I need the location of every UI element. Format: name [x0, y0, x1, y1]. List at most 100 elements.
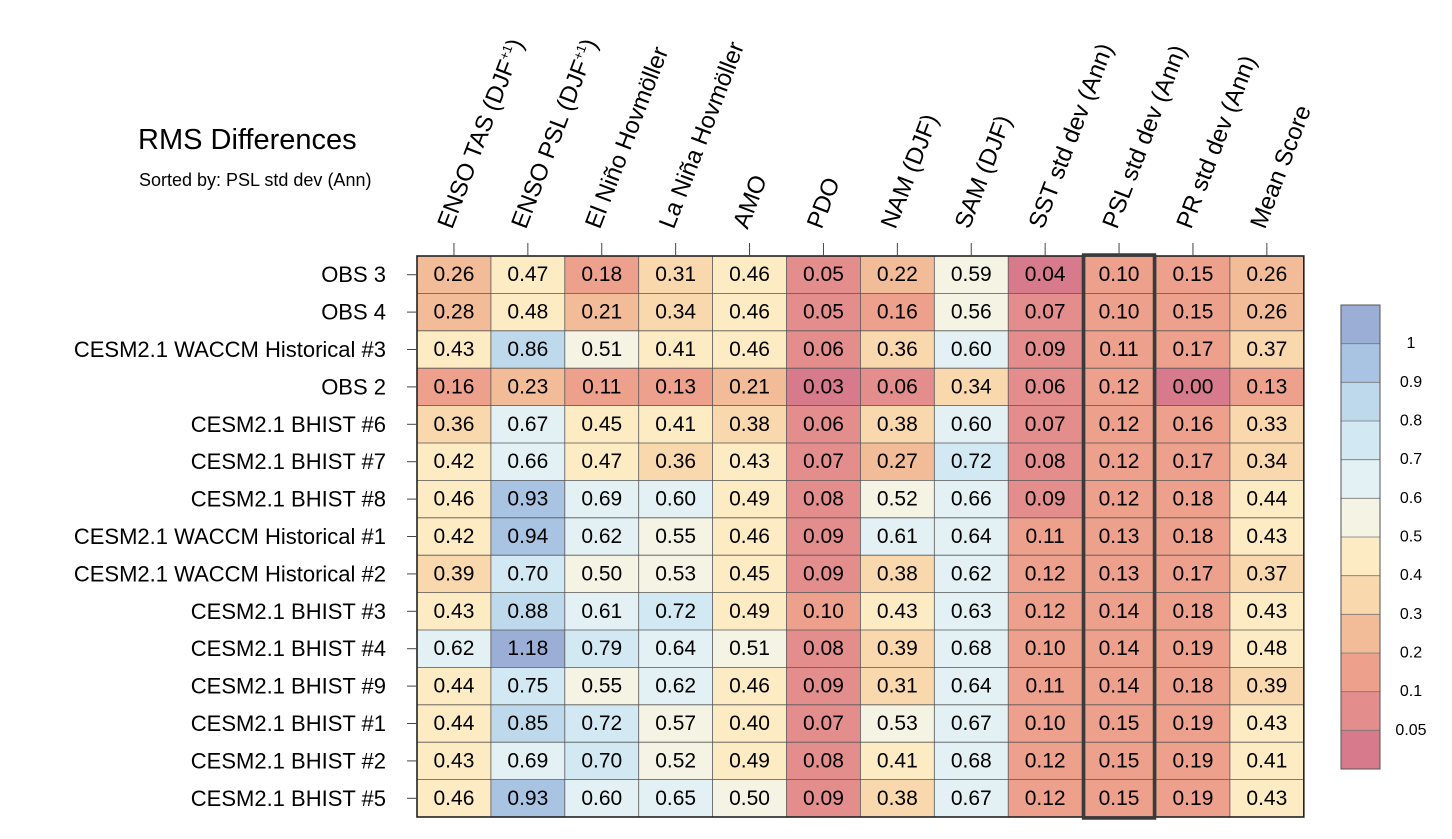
heatmap-cell	[417, 480, 491, 518]
heatmap-cell	[1082, 293, 1156, 331]
cell-value-label: 0.68	[951, 749, 992, 772]
cell-value-label: 0.41	[655, 338, 696, 361]
column-label: El Niño Hovmöller	[580, 43, 674, 232]
cell-value-label: 0.44	[1246, 488, 1287, 511]
cell-value-label: 0.47	[507, 263, 548, 286]
heatmap-cell	[712, 704, 787, 743]
heatmap-cell	[638, 405, 713, 443]
heatmap-cell	[1229, 742, 1304, 780]
cell-value-label: 0.06	[803, 413, 844, 436]
cell-value-label: 0.08	[1025, 450, 1066, 473]
cell-value-label: 0.55	[581, 675, 622, 698]
cell-value-label: 0.45	[581, 413, 622, 436]
heatmap-cell	[417, 555, 491, 593]
heatmap-cell	[1008, 667, 1083, 705]
heatmap-cell	[1008, 704, 1083, 743]
heatmap-cell	[417, 630, 491, 668]
heatmap-cell	[786, 480, 861, 518]
heatmap-cell	[564, 330, 639, 369]
colorbar-label: 0.1	[1400, 683, 1422, 700]
cell-value-label: 0.17	[1173, 450, 1214, 473]
heatmap-cell	[490, 704, 565, 743]
heatmap-cell	[860, 443, 935, 481]
cell-value-label: 0.19	[1173, 637, 1214, 660]
cell-value-label: 0.70	[507, 562, 548, 585]
heatmap-cell	[934, 667, 1009, 705]
cell-value-label: 0.48	[507, 301, 548, 324]
column-label: PDO	[802, 174, 846, 232]
heatmap-cell	[786, 405, 861, 443]
cell-value-label: 0.43	[434, 338, 475, 361]
heatmap-cell	[712, 330, 787, 369]
colorbar-label: 0.9	[1400, 374, 1422, 391]
colorbar-label: 0.05	[1395, 722, 1426, 739]
heatmap-cell	[1156, 630, 1230, 668]
cell-value-label: 0.09	[803, 787, 844, 810]
cell-value-label: 0.09	[1025, 488, 1066, 511]
heatmap-cell	[564, 704, 639, 743]
heatmap-cell	[417, 704, 491, 743]
heatmap-cell	[1008, 592, 1083, 630]
row-label: CESM2.1 BHIST #2	[191, 748, 386, 773]
heatmap-cell	[417, 742, 491, 780]
cell-value-label: 0.36	[434, 413, 475, 436]
heatmap-cell	[1082, 368, 1156, 406]
cell-value-label: 0.42	[434, 450, 475, 473]
heatmap-cell	[860, 555, 935, 593]
cell-value-label: 0.72	[951, 450, 992, 473]
cell-value-label: 0.12	[1099, 413, 1140, 436]
cell-value-label: 0.26	[1246, 263, 1287, 286]
heatmap-cell	[1082, 330, 1156, 369]
cell-value-label: 0.08	[803, 488, 844, 511]
heatmap-cell	[860, 517, 935, 556]
colorbar-segment	[1341, 459, 1380, 499]
cell-value-label: 0.08	[803, 637, 844, 660]
heatmap-cell	[638, 480, 713, 518]
cell-value-label: 0.09	[803, 525, 844, 548]
heatmap-cell	[490, 667, 565, 705]
colorbar-segment	[1341, 343, 1380, 383]
heatmap-cell	[1082, 742, 1156, 780]
colorbar-segment	[1341, 691, 1380, 731]
colorbar-segment	[1341, 575, 1380, 615]
cell-value-label: 0.67	[951, 712, 992, 735]
cell-value-label: 0.43	[1246, 525, 1287, 548]
cell-value-label: 0.40	[729, 712, 770, 735]
heatmap-cell	[1008, 555, 1083, 593]
cell-value-label: 0.11	[582, 375, 621, 398]
cell-value-label: 0.53	[655, 562, 696, 585]
cell-value-label: 0.18	[1173, 525, 1214, 548]
cell-value-label: 0.46	[729, 675, 770, 698]
heatmap-cell	[1082, 443, 1156, 481]
cell-value-label: 0.16	[877, 301, 918, 324]
cell-value-label: 0.60	[951, 413, 992, 436]
heatmap-cell	[860, 293, 935, 331]
heatmap-cell	[417, 330, 491, 369]
colorbar-label: 0.6	[1400, 490, 1422, 507]
cell-value-label: 0.15	[1099, 712, 1140, 735]
cell-value-label: 0.34	[1246, 450, 1287, 473]
colorbar-segment	[1341, 498, 1380, 537]
heatmap-cell	[1008, 256, 1083, 294]
cell-value-label: 0.21	[581, 301, 622, 324]
heatmap-cell	[1082, 405, 1156, 443]
heatmap-cell	[564, 405, 639, 443]
cell-value-label: 0.46	[729, 525, 770, 548]
heatmap-cell	[934, 480, 1009, 518]
row-label: CESM2.1 BHIST #1	[191, 711, 386, 736]
cell-value-label: 0.13	[1099, 562, 1140, 585]
colorbar-segment	[1341, 653, 1380, 692]
cell-value-label: 0.09	[803, 562, 844, 585]
cell-value-label: 0.61	[581, 600, 622, 623]
cell-value-label: 0.43	[1246, 600, 1287, 623]
heatmap-cell	[1156, 555, 1230, 593]
cell-value-label: 0.19	[1173, 787, 1214, 810]
cell-value-label: 0.07	[1025, 413, 1066, 436]
heatmap-cell	[1008, 330, 1083, 369]
cell-value-label: 0.26	[1246, 301, 1287, 324]
heatmap-cell	[638, 368, 713, 406]
heatmap-cell	[712, 443, 787, 481]
heatmap-cell	[564, 630, 639, 668]
row-label: CESM2.1 BHIST #5	[191, 786, 386, 811]
cell-value-label: 0.18	[1173, 600, 1214, 623]
